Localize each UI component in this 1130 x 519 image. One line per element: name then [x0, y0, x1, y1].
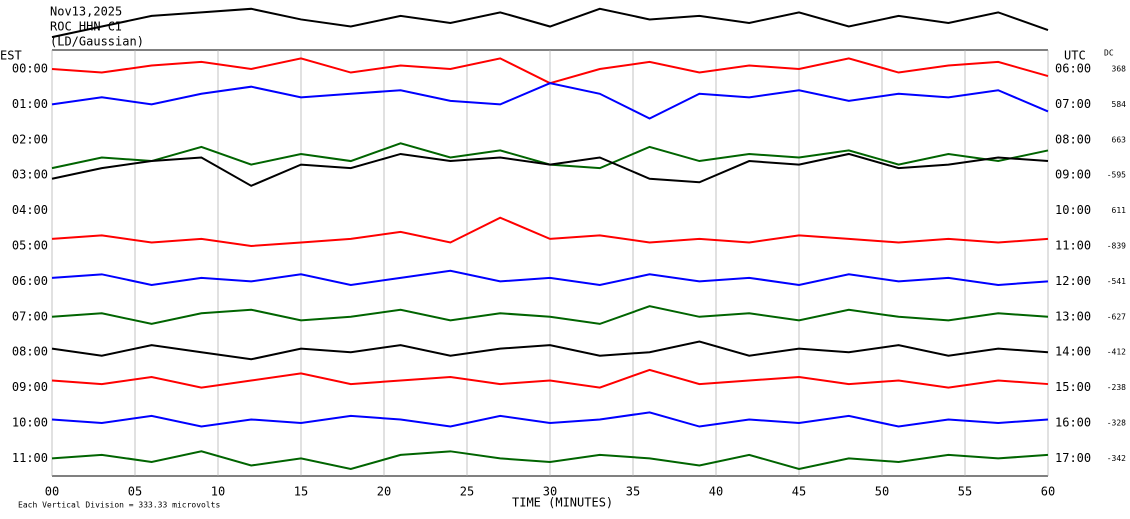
dc-value: 368	[1112, 65, 1127, 74]
est-label: 09:00	[12, 380, 48, 394]
trace	[51, 450, 1049, 471]
x-tick-label: 60	[1041, 485, 1055, 499]
dc-value: -412	[1107, 348, 1126, 357]
utc-label: 06:00	[1055, 62, 1091, 76]
x-tick-label: 35	[626, 485, 640, 499]
utc-label: 11:00	[1055, 239, 1091, 253]
utc-label: 13:00	[1055, 309, 1091, 323]
trace	[51, 216, 1049, 248]
dc-value: 663	[1112, 135, 1127, 144]
dc-value: -839	[1107, 242, 1126, 251]
utc-label: 07:00	[1055, 97, 1091, 111]
trace	[51, 152, 1049, 187]
est-label: 10:00	[12, 416, 48, 430]
x-tick-label: 55	[958, 485, 972, 499]
utc-label: 09:00	[1055, 168, 1091, 182]
trace	[51, 305, 1049, 325]
trace	[51, 7, 1049, 39]
date: Nov13,2025	[50, 5, 122, 19]
utc-label: 15:00	[1055, 380, 1091, 394]
x-tick-label: 05	[128, 485, 142, 499]
utc-label: 12:00	[1055, 274, 1091, 288]
station: ROC HHN CI	[50, 20, 122, 34]
trace	[51, 411, 1049, 428]
x-tick-label: 15	[294, 485, 308, 499]
est-label: 00:00	[12, 62, 48, 76]
est-label: 04:00	[12, 203, 48, 217]
footnote: Each Vertical Division = 333.33 microvol…	[18, 501, 220, 510]
utc-label: 14:00	[1055, 345, 1091, 359]
dc-value: 611	[1112, 206, 1127, 215]
filter: (LD/Gaussian)	[50, 35, 144, 49]
dc-value: 584	[1112, 100, 1127, 109]
x-axis-label: TIME (MINUTES)	[512, 496, 613, 510]
dc-value: -541	[1107, 277, 1126, 286]
est-label: 02:00	[12, 132, 48, 146]
x-tick-label: 25	[460, 485, 474, 499]
x-tick-label: 00	[45, 485, 59, 499]
utc-label: 08:00	[1055, 132, 1091, 146]
est-label: 05:00	[12, 239, 48, 253]
utc-label: 10:00	[1055, 203, 1091, 217]
trace	[51, 269, 1049, 286]
right-axis-label: UTC	[1064, 49, 1086, 63]
x-tick-label: 30	[543, 485, 557, 499]
x-tick-label: 20	[377, 485, 391, 499]
est-label: 06:00	[12, 274, 48, 288]
dc-value: -342	[1107, 454, 1126, 463]
est-label: 08:00	[12, 345, 48, 359]
trace	[51, 82, 1049, 120]
left-axis-label: EST	[0, 49, 22, 63]
utc-label: 16:00	[1055, 416, 1091, 430]
est-label: 03:00	[12, 168, 48, 182]
est-label: 11:00	[12, 451, 48, 465]
dc-value: -627	[1107, 312, 1126, 321]
utc-label: 17:00	[1055, 451, 1091, 465]
x-tick-label: 40	[709, 485, 723, 499]
x-tick-label: 45	[792, 485, 806, 499]
est-label: 01:00	[12, 97, 48, 111]
x-tick-label: 50	[875, 485, 889, 499]
dc-value: -328	[1107, 419, 1126, 428]
dc-label: DC	[1104, 49, 1114, 58]
trace	[51, 368, 1049, 389]
est-label: 07:00	[12, 309, 48, 323]
trace	[51, 340, 1049, 361]
dc-value: -238	[1107, 383, 1126, 392]
dc-value: -595	[1107, 171, 1126, 180]
x-tick-label: 10	[211, 485, 225, 499]
